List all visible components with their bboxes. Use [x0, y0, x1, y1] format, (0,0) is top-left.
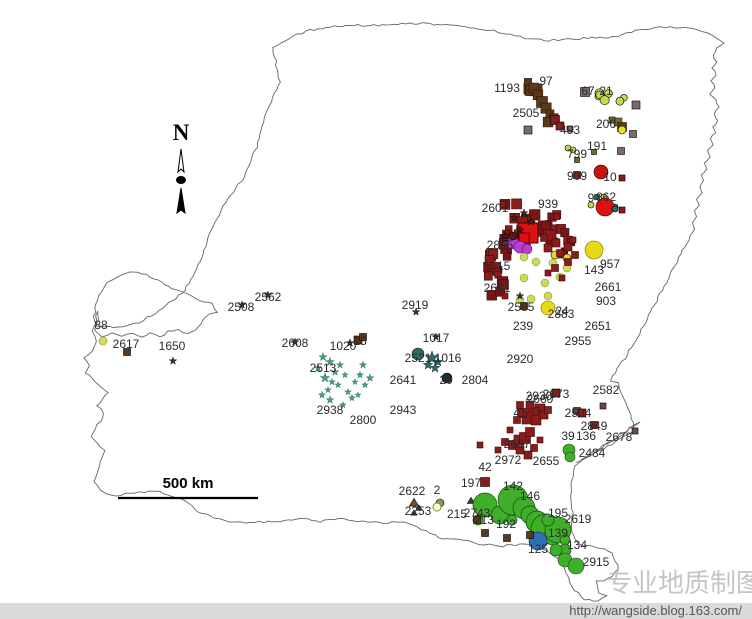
svg-text:2673: 2673 [543, 387, 570, 401]
svg-text:2691: 2691 [484, 281, 511, 295]
svg-text:2678: 2678 [606, 430, 633, 444]
svg-text:2943: 2943 [390, 403, 417, 417]
svg-text:1515: 1515 [484, 259, 511, 273]
svg-text:799: 799 [567, 147, 587, 161]
svg-text:2562: 2562 [255, 290, 282, 304]
svg-text:134: 134 [567, 538, 587, 552]
svg-text:42: 42 [478, 460, 492, 474]
svg-text:2920: 2920 [507, 352, 534, 366]
svg-text:2655: 2655 [533, 454, 560, 468]
svg-text:2972: 2972 [495, 453, 522, 467]
svg-text:2484: 2484 [579, 446, 606, 460]
svg-text:909: 909 [567, 169, 587, 183]
svg-text:2883: 2883 [548, 307, 575, 321]
svg-text:2582: 2582 [593, 383, 620, 397]
svg-text:2601: 2601 [482, 201, 509, 215]
svg-text:500 km: 500 km [163, 475, 214, 492]
svg-text:2505: 2505 [513, 106, 540, 120]
svg-text:239: 239 [513, 319, 533, 333]
svg-text:2661: 2661 [595, 280, 622, 294]
svg-text:9: 9 [588, 191, 595, 205]
svg-text:136: 136 [576, 429, 596, 443]
svg-text:143: 143 [584, 263, 604, 277]
svg-text:41: 41 [513, 406, 527, 420]
svg-text:1017: 1017 [423, 331, 450, 345]
svg-text:21: 21 [599, 84, 613, 98]
svg-text:2865: 2865 [487, 238, 514, 252]
svg-text:206: 206 [596, 117, 616, 131]
svg-text:146: 146 [520, 489, 540, 503]
svg-text:125: 125 [528, 542, 548, 556]
svg-text:2607: 2607 [504, 437, 531, 451]
svg-text:2919: 2919 [402, 298, 429, 312]
svg-text:2585: 2585 [508, 300, 535, 314]
svg-text:39: 39 [561, 429, 575, 443]
svg-text:97: 97 [539, 74, 553, 88]
svg-text:2915: 2915 [583, 555, 610, 569]
svg-text:88: 88 [94, 318, 108, 332]
svg-text:2508: 2508 [228, 300, 255, 314]
svg-text:139: 139 [548, 526, 568, 540]
svg-text:862: 862 [596, 190, 616, 204]
svg-text:1650: 1650 [159, 339, 186, 353]
svg-text:2608: 2608 [282, 336, 309, 350]
svg-text:493: 493 [560, 123, 580, 137]
svg-text:2641: 2641 [390, 373, 417, 387]
svg-text:2955: 2955 [565, 334, 592, 348]
svg-text:903: 903 [596, 294, 616, 308]
svg-text:2513: 2513 [310, 361, 337, 375]
svg-text:1016: 1016 [435, 351, 462, 365]
svg-text:197: 197 [461, 476, 481, 490]
svg-text:2619: 2619 [565, 512, 592, 526]
svg-text:2253: 2253 [405, 504, 432, 518]
svg-text:专业地质制图: 专业地质制图 [606, 568, 752, 598]
svg-text:2800: 2800 [350, 413, 377, 427]
svg-text:67: 67 [581, 84, 595, 98]
svg-text:2594: 2594 [565, 406, 592, 420]
svg-text:18: 18 [353, 334, 367, 348]
svg-text:2617: 2617 [113, 337, 140, 351]
svg-text:2651: 2651 [585, 319, 612, 333]
svg-text:192: 192 [496, 517, 516, 531]
svg-text:2938: 2938 [317, 403, 344, 417]
svg-text:2622: 2622 [399, 484, 426, 498]
svg-text:191: 191 [587, 139, 607, 153]
svg-text:2521: 2521 [405, 351, 432, 365]
svg-text:213: 213 [474, 513, 494, 527]
svg-text:20: 20 [439, 373, 453, 387]
svg-text:10: 10 [603, 170, 617, 184]
svg-text:2804: 2804 [462, 373, 489, 387]
svg-text:N: N [173, 120, 190, 145]
svg-text:939: 939 [538, 197, 558, 211]
svg-text:2: 2 [434, 483, 441, 497]
svg-text:1193: 1193 [494, 81, 520, 95]
